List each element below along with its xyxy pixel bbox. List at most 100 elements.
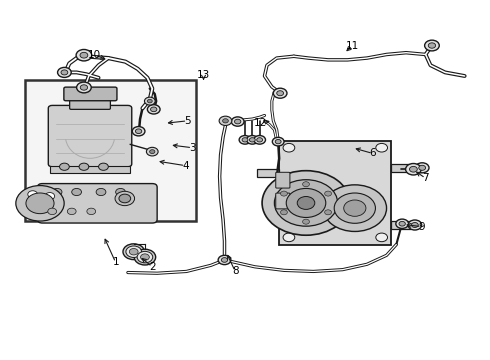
Circle shape <box>334 193 375 223</box>
Circle shape <box>408 220 422 230</box>
Circle shape <box>406 163 421 175</box>
Bar <box>257 169 279 177</box>
Circle shape <box>115 191 135 206</box>
Circle shape <box>80 85 88 90</box>
Circle shape <box>219 116 232 126</box>
Text: 3: 3 <box>189 143 196 153</box>
Bar <box>392 221 411 229</box>
Circle shape <box>145 97 155 105</box>
Circle shape <box>376 233 388 242</box>
Circle shape <box>96 188 106 195</box>
Circle shape <box>59 163 69 170</box>
Circle shape <box>325 210 332 215</box>
Circle shape <box>249 138 255 142</box>
Circle shape <box>222 119 228 123</box>
Circle shape <box>150 107 157 112</box>
Text: 12: 12 <box>254 118 267 128</box>
Bar <box>279 140 392 244</box>
Circle shape <box>281 191 287 196</box>
Bar <box>392 164 418 172</box>
Circle shape <box>262 171 350 235</box>
Circle shape <box>399 221 405 226</box>
Circle shape <box>275 139 281 144</box>
Circle shape <box>416 163 429 173</box>
FancyBboxPatch shape <box>70 97 110 109</box>
Text: 11: 11 <box>346 41 359 50</box>
Text: 8: 8 <box>232 266 239 276</box>
Circle shape <box>149 150 155 154</box>
Circle shape <box>246 135 258 144</box>
FancyBboxPatch shape <box>276 172 290 188</box>
Circle shape <box>141 254 149 260</box>
Text: 4: 4 <box>182 161 189 171</box>
Circle shape <box>132 127 145 136</box>
Circle shape <box>286 188 326 217</box>
Circle shape <box>425 40 439 51</box>
Circle shape <box>272 137 284 146</box>
Text: 2: 2 <box>149 262 155 272</box>
Circle shape <box>87 208 96 215</box>
Text: 7: 7 <box>422 173 429 183</box>
Circle shape <box>303 182 309 187</box>
Circle shape <box>239 135 251 144</box>
Circle shape <box>52 188 62 195</box>
Circle shape <box>41 190 58 203</box>
Circle shape <box>325 191 332 196</box>
Circle shape <box>235 119 241 124</box>
Circle shape <box>283 233 295 242</box>
Circle shape <box>79 163 89 170</box>
Text: 9: 9 <box>418 222 425 231</box>
Circle shape <box>126 246 142 257</box>
FancyBboxPatch shape <box>49 105 132 167</box>
Circle shape <box>242 138 248 142</box>
Circle shape <box>129 248 138 255</box>
Circle shape <box>28 191 38 198</box>
Circle shape <box>396 219 409 228</box>
Circle shape <box>297 197 315 210</box>
Circle shape <box>76 82 91 93</box>
Circle shape <box>134 249 156 265</box>
Circle shape <box>48 208 56 215</box>
Circle shape <box>303 219 309 224</box>
Circle shape <box>76 49 92 61</box>
Text: 13: 13 <box>197 70 210 80</box>
Circle shape <box>277 91 284 96</box>
Circle shape <box>419 165 426 170</box>
Circle shape <box>273 88 287 98</box>
Circle shape <box>274 180 338 226</box>
Circle shape <box>67 208 76 215</box>
Text: 5: 5 <box>184 116 191 126</box>
Circle shape <box>410 166 417 172</box>
Circle shape <box>98 163 108 170</box>
Text: 6: 6 <box>369 148 376 158</box>
Circle shape <box>26 193 54 213</box>
Circle shape <box>116 188 125 195</box>
Circle shape <box>61 70 68 75</box>
FancyBboxPatch shape <box>64 87 117 101</box>
Circle shape <box>80 52 88 58</box>
Circle shape <box>45 193 55 200</box>
Circle shape <box>221 258 228 262</box>
Circle shape <box>24 188 42 201</box>
Circle shape <box>218 255 231 265</box>
Circle shape <box>147 105 160 114</box>
Circle shape <box>137 251 153 263</box>
Bar <box>25 80 196 221</box>
Circle shape <box>343 200 366 216</box>
Circle shape <box>147 147 158 156</box>
Circle shape <box>16 185 64 221</box>
Circle shape <box>123 244 145 260</box>
Circle shape <box>323 185 387 231</box>
Circle shape <box>57 67 71 77</box>
Circle shape <box>135 129 142 134</box>
Circle shape <box>428 43 436 48</box>
Circle shape <box>376 143 388 152</box>
Circle shape <box>119 194 131 203</box>
Bar <box>50 166 130 173</box>
Circle shape <box>254 135 266 144</box>
Circle shape <box>283 143 295 152</box>
Circle shape <box>72 188 81 195</box>
Text: 1: 1 <box>112 257 119 267</box>
Circle shape <box>412 222 418 228</box>
Circle shape <box>257 138 263 142</box>
